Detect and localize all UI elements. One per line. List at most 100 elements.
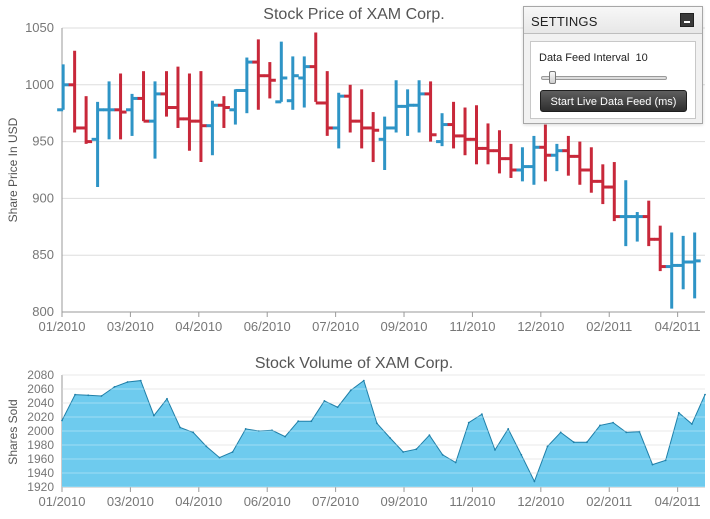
price-x-tick-label: 06/2010 [244, 319, 291, 334]
settings-panel: SETTINGS Data Feed Interval 10 Start Live… [523, 6, 703, 124]
volume-y-tick-label: 2080 [27, 368, 54, 382]
ohlc-bar-down [447, 101, 460, 149]
volume-x-tick-label: 04/2011 [655, 494, 701, 509]
volume-y-axis-label: Shares Sold [6, 399, 20, 464]
ohlc-bar-down [585, 147, 598, 193]
volume-point [323, 400, 326, 402]
interval-label: Data Feed Interval [539, 52, 630, 64]
ohlc-bar-down [573, 141, 586, 185]
ohlc-bar-up [332, 92, 345, 149]
settings-body: Data Feed Interval 10 Start Live Data Fee… [530, 41, 696, 119]
settings-title: SETTINGS [531, 14, 598, 29]
price-x-tick-label: 03/2010 [107, 319, 154, 334]
volume-point [428, 434, 431, 437]
price-x-tick-label: 11/2010 [449, 319, 495, 334]
volume-point [192, 431, 195, 434]
ohlc-bar-up [550, 143, 563, 172]
volume-point [376, 422, 378, 425]
volume-point [454, 461, 457, 464]
ohlc-bar-down [171, 66, 184, 128]
volume-point [389, 437, 391, 439]
volume-point [61, 419, 63, 422]
ohlc-bar-down [160, 71, 173, 117]
ohlc-bar-up [677, 235, 690, 290]
volume-x-tick-label: 07/2010 [312, 494, 359, 509]
volume-point [559, 431, 562, 434]
volume-point [231, 451, 234, 453]
ohlc-bar-down [459, 107, 472, 156]
price-y-tick-label: 900 [32, 190, 54, 205]
ohlc-bar-up [688, 232, 701, 299]
volume-point [139, 379, 142, 382]
volume-point [625, 431, 628, 434]
volume-point [218, 456, 221, 459]
volume-point [651, 463, 654, 466]
volume-point [664, 459, 667, 462]
volume-y-tick-label: 1920 [27, 480, 54, 494]
price-chart-title: Stock Price of XAM Corp. [263, 6, 444, 23]
volume-point [257, 430, 260, 432]
interval-value: 10 [635, 52, 648, 64]
volume-point [100, 395, 103, 397]
volume-point [494, 449, 496, 451]
volume-x-tick-label: 09/2010 [381, 494, 428, 509]
volume-point [402, 451, 405, 453]
ohlc-bar-down [642, 200, 655, 247]
price-y-tick-label: 1000 [25, 77, 54, 92]
price-y-tick-labels: 800 850 900 950 1000 1050 [25, 20, 54, 319]
volume-point [691, 423, 693, 425]
volume-y-tick-label: 2000 [27, 424, 54, 438]
ohlc-bar-up [298, 56, 311, 108]
volume-x-tick-label: 02/2011 [586, 494, 632, 509]
volume-point [612, 421, 614, 424]
ohlc-bar-up [286, 56, 299, 110]
volume-area-series [61, 374, 706, 488]
volume-point [310, 420, 313, 423]
interval-slider-thumb[interactable] [548, 71, 556, 84]
ohlc-bar-up [401, 89, 414, 136]
ohlc-bar-up [275, 41, 288, 104]
price-y-tick-label: 800 [32, 304, 54, 319]
ohlc-bar-down [608, 162, 621, 222]
ohlc-bar-down [367, 112, 380, 163]
ohlc-bar-down [217, 96, 230, 128]
collapse-icon[interactable] [680, 13, 694, 27]
volume-point [586, 441, 588, 444]
volume-point [507, 428, 510, 430]
volume-point [153, 414, 155, 417]
volume-point [677, 411, 680, 414]
volume-point [415, 448, 418, 451]
ohlc-bar-up [57, 64, 70, 112]
price-x-tick-labels: 01/2010 03/2010 04/2010 06/2010 07/2010 09/20… [39, 319, 701, 334]
volume-y-tick-label: 2040 [27, 396, 54, 410]
price-x-tick-label: 04/2010 [175, 319, 222, 334]
volume-point [205, 445, 208, 448]
volume-point [336, 406, 339, 409]
volume-point [113, 386, 116, 388]
ohlc-bar-up [527, 135, 540, 185]
volume-chart-title: Stock Volume of XAM Corp. [255, 355, 453, 372]
ohlc-bar-down [355, 89, 368, 149]
volume-x-tick-label: 06/2010 [244, 494, 291, 509]
ohlc-bar-up [436, 113, 449, 147]
ohlc-bar-down [562, 135, 575, 176]
price-y-tick-label: 950 [32, 134, 54, 149]
ohlc-bar-down [470, 105, 483, 165]
volume-point [87, 394, 90, 397]
ohlc-bar-up [126, 93, 139, 136]
interval-row: Data Feed Interval 10 [539, 52, 654, 64]
volume-point [533, 480, 536, 483]
start-live-feed-button[interactable]: Start Live Data Feed (ms) [540, 90, 687, 112]
interval-slider-track[interactable] [541, 76, 667, 80]
ohlc-bar-down [80, 96, 93, 144]
ohlc-bar-down [114, 73, 127, 140]
price-y-axis-label: Share Price In USD [6, 117, 20, 222]
volume-point [704, 393, 706, 396]
volume-point [271, 429, 273, 432]
ohlc-bar-up [149, 81, 162, 159]
price-y-tick-label: 850 [32, 247, 54, 262]
ohlc-bar-up [390, 80, 403, 133]
ohlc-bar-down [194, 71, 207, 163]
volume-point [467, 421, 470, 424]
